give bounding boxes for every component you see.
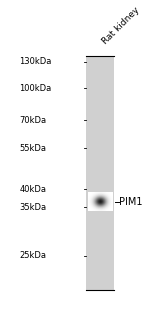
Bar [86, 56, 114, 290]
Text: 70kDa: 70kDa [19, 116, 46, 125]
Text: 130kDa: 130kDa [19, 57, 52, 66]
Text: 25kDa: 25kDa [19, 251, 46, 260]
Text: Rat kidney: Rat kidney [100, 6, 141, 46]
Text: 100kDa: 100kDa [19, 84, 52, 93]
Text: 40kDa: 40kDa [19, 185, 46, 194]
Text: PIM1: PIM1 [119, 197, 142, 207]
Text: 35kDa: 35kDa [19, 203, 46, 212]
Text: 55kDa: 55kDa [19, 144, 46, 153]
